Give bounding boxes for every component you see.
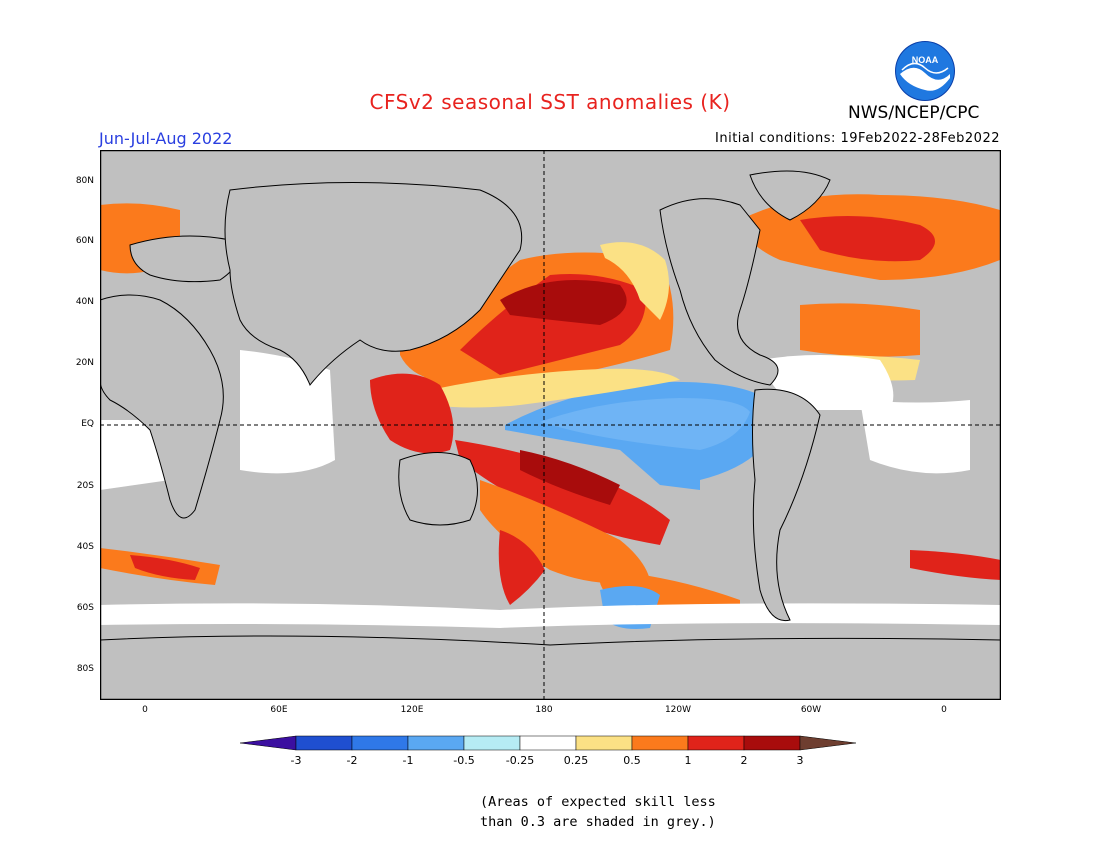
lat-label-80s: 80S [76, 664, 94, 674]
colorbar [240, 735, 857, 751]
colorbar-tick-label: 1 [684, 754, 692, 767]
footnote-line-2: than 0.3 are shaded in grey.) [480, 814, 716, 830]
pacific-cold-anomaly [505, 381, 768, 490]
noaa-logo: NOAA [895, 41, 955, 101]
colorbar-tick-label: -0.5 [453, 754, 475, 767]
season-label: Jun-Jul-Aug 2022 [99, 129, 233, 148]
lon-label-120w: 120W [664, 705, 692, 715]
colorbar-cell [407, 735, 465, 751]
colorbar-tick-label: -3 [290, 754, 302, 767]
colorbar-tick-label: 3 [796, 754, 804, 767]
colorbar-arrow-left [240, 735, 297, 751]
colorbar-cell [519, 735, 577, 751]
lon-label-0: 0 [142, 705, 148, 715]
colorbar-cell [295, 735, 353, 751]
footnote-line-1: (Areas of expected skill less [480, 794, 716, 810]
continent-outlines [100, 170, 1001, 700]
lat-label-40n: 40N [75, 297, 94, 307]
lat-label-eq: EQ [81, 419, 94, 429]
colorbar-cell [631, 735, 689, 751]
colorbar-cell [575, 735, 633, 751]
colorbar-arrow-right [799, 735, 857, 751]
lon-label-60e: 60E [270, 705, 288, 715]
lon-label-0-east: 0 [941, 705, 947, 715]
colorbar-tick-label: -1 [402, 754, 414, 767]
lat-label-20n: 20N [75, 358, 94, 368]
colorbar-tick-label: 2 [740, 754, 748, 767]
colorbar-tick-label: -0.25 [505, 754, 535, 767]
lon-label-180: 180 [535, 705, 553, 715]
lat-label-60s: 60S [76, 603, 94, 613]
lat-label-60n: 60N [75, 236, 94, 246]
initial-conditions-label: Initial conditions: 19Feb2022-28Feb2022 [715, 131, 1000, 146]
colorbar-tick-label: 0.5 [623, 754, 641, 767]
colorbar-cell [463, 735, 521, 751]
map-border [100, 150, 1001, 700]
lon-label-120e: 120E [400, 705, 424, 715]
south-pacific-warm-anomaly [455, 440, 670, 584]
sst-anomaly-map [100, 150, 1001, 700]
lat-label-80n: 80N [75, 176, 94, 186]
colorbar-tick-label: 0.25 [563, 754, 589, 767]
lon-label-60w: 60W [800, 705, 822, 715]
colorbar-tick-label: -2 [346, 754, 358, 767]
skill-footnote: (Areas of expected skill less than 0.3 a… [480, 792, 716, 832]
noaa-logo-text: NOAA [912, 55, 939, 65]
colorbar-cell [743, 735, 801, 751]
lat-label-40s: 40S [76, 542, 94, 552]
agency-label: NWS/NCEP/CPC [848, 103, 980, 123]
lat-label-20s: 20S [76, 481, 94, 491]
southern-ocean-anomalies [100, 530, 1001, 629]
colorbar-cell [687, 735, 745, 751]
colorbar-cell [351, 735, 409, 751]
map-title: CFSv2 seasonal SST anomalies (K) [369, 90, 731, 114]
